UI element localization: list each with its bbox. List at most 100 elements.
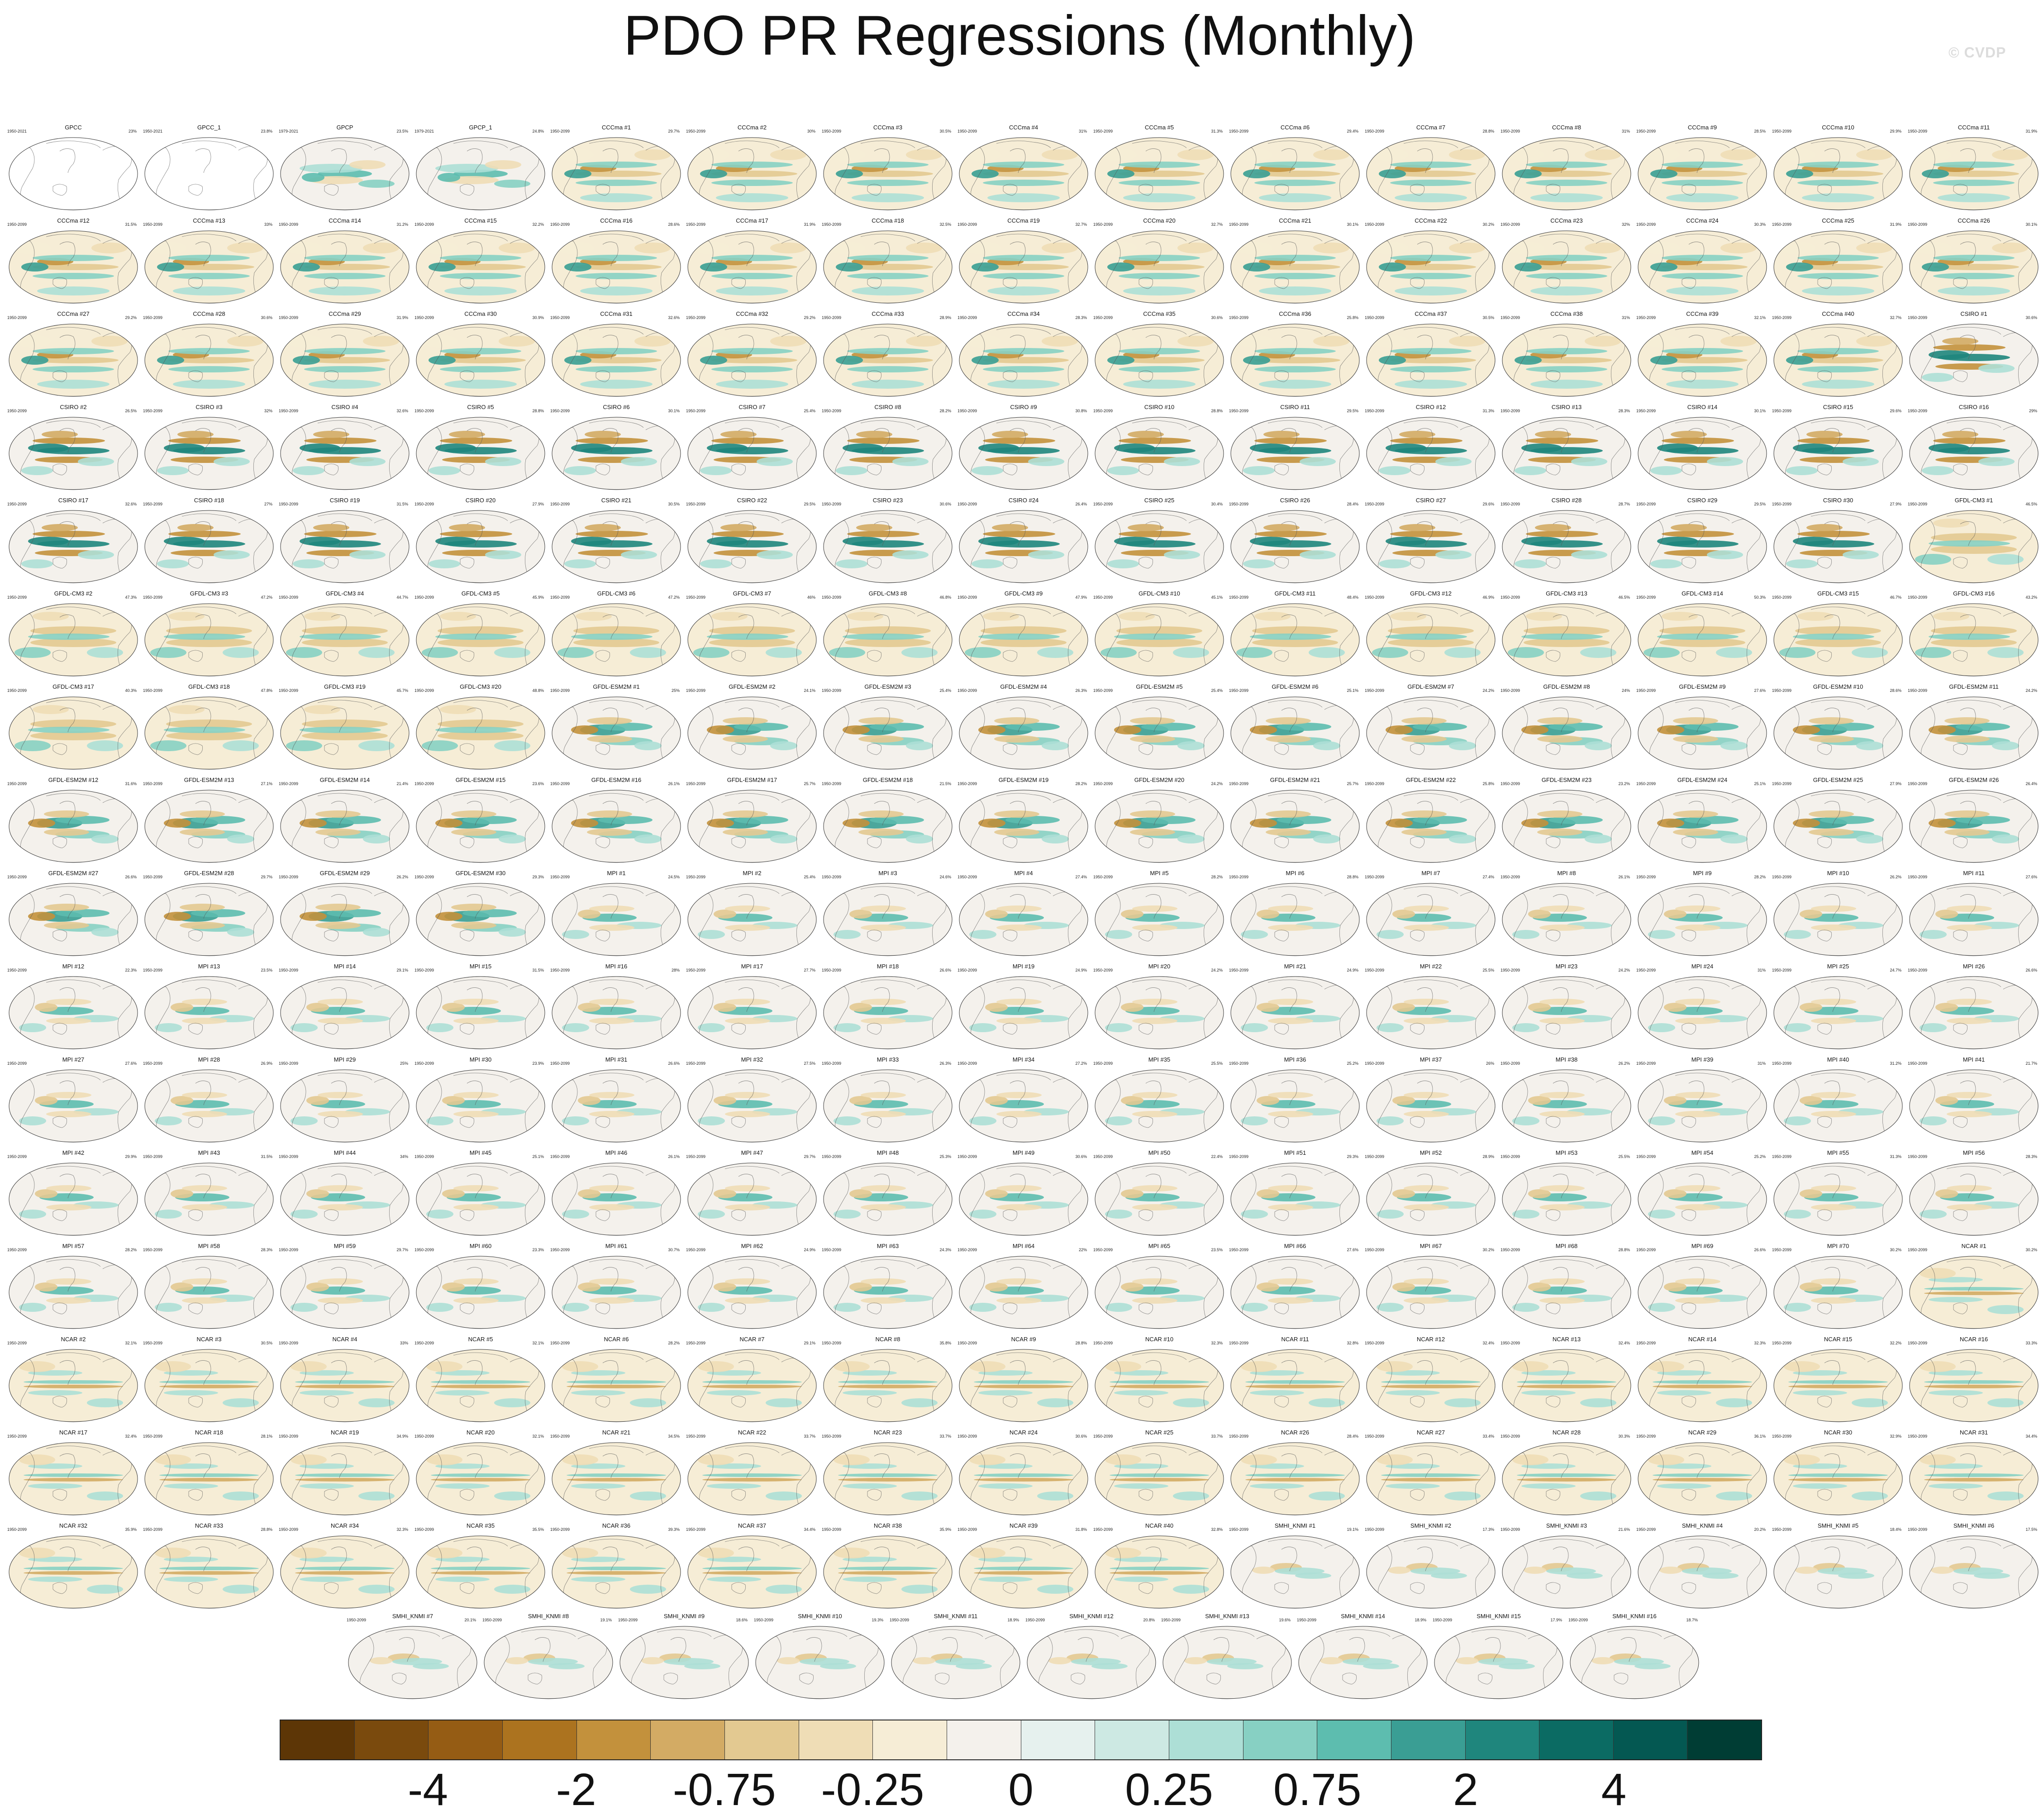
panel-variance-pct: 31.9% bbox=[1890, 222, 1901, 227]
map-panel: MPI #34 1950-2099 27.2% bbox=[956, 1055, 1091, 1150]
map-panel: CCCma #17 1950-2099 31.9% bbox=[684, 216, 820, 311]
map-panel: MPI #65 1950-2099 23.5% bbox=[1091, 1242, 1227, 1337]
panel-title: CCCma #35 bbox=[1143, 310, 1176, 317]
map-panel: SMHI_KNMI #10 1950-2099 19.3% bbox=[752, 1612, 888, 1707]
map-panel: NCAR #10 1950-2099 32.3% bbox=[1091, 1335, 1227, 1430]
panel-variance-pct: 32.9% bbox=[1890, 1434, 1901, 1439]
panel-title: GFDL-ESM2M #20 bbox=[1134, 777, 1185, 783]
regression-map bbox=[687, 603, 817, 677]
panel-variance-pct: 23.2% bbox=[1618, 781, 1630, 786]
regression-map bbox=[1095, 883, 1224, 956]
panel-variance-pct: 29.7% bbox=[804, 1154, 815, 1159]
panel-title: GFDL-CM3 #14 bbox=[1682, 590, 1723, 597]
panel-years: 1950-2099 bbox=[1908, 1248, 1928, 1252]
map-panel: CCCma #36 1950-2099 25.8% bbox=[1227, 310, 1363, 405]
map-panel: GFDL-CM3 #6 1950-2099 47.2% bbox=[548, 589, 684, 684]
regression-map bbox=[416, 790, 545, 863]
regression-map bbox=[1773, 1349, 1903, 1422]
regression-map bbox=[9, 1069, 138, 1143]
panel-years: 1950-2099 bbox=[482, 1618, 502, 1622]
regression-map bbox=[144, 1163, 274, 1236]
map-panel: GFDL-ESM2M #22 1950-2099 25.8% bbox=[1363, 776, 1499, 871]
panel-title: CSIRO #10 bbox=[1144, 404, 1175, 410]
panel-years: 1950-2099 bbox=[686, 1061, 706, 1066]
map-panel: MPI #4 1950-2099 27.4% bbox=[956, 869, 1091, 964]
regression-map bbox=[552, 696, 681, 770]
map-panel: MPI #42 1950-2099 29.9% bbox=[5, 1148, 141, 1244]
panel-variance-pct: 33% bbox=[264, 222, 272, 227]
panel-years: 1950-2099 bbox=[822, 1061, 842, 1066]
panel-title: NCAR #5 bbox=[468, 1336, 493, 1343]
panel-title: NCAR #40 bbox=[1145, 1522, 1174, 1529]
panel-years: 1950-2099 bbox=[7, 688, 27, 693]
regression-map bbox=[687, 324, 817, 397]
panel-years: 1950-2099 bbox=[1093, 595, 1113, 600]
panel-years: 1950-2099 bbox=[958, 595, 977, 600]
panel-title: MPI #13 bbox=[198, 963, 220, 970]
map-panel: GFDL-CM3 #1 1950-2099 46.5% bbox=[1906, 496, 2039, 591]
regression-map bbox=[1230, 230, 1360, 304]
regression-map bbox=[1230, 1256, 1360, 1329]
panel-years: 1950-2099 bbox=[1908, 1061, 1928, 1066]
map-panel: CSIRO #7 1950-2099 25.4% bbox=[684, 403, 820, 498]
panel-title: MPI #53 bbox=[1555, 1149, 1578, 1156]
panel-variance-pct: 32% bbox=[1621, 222, 1630, 227]
regression-map bbox=[1230, 510, 1360, 583]
regression-map bbox=[1230, 1069, 1360, 1143]
panel-title: NCAR #32 bbox=[59, 1522, 88, 1529]
panel-title: MPI #45 bbox=[469, 1149, 492, 1156]
map-panel: GFDL-ESM2M #1 1950-2099 25% bbox=[548, 682, 684, 777]
regression-map bbox=[687, 137, 817, 210]
panel-variance-pct: 29.5% bbox=[1754, 502, 1766, 506]
colorbar-tick-label: 0.75 bbox=[1273, 1764, 1362, 1815]
regression-map bbox=[9, 696, 138, 770]
regression-map bbox=[144, 1535, 274, 1609]
panel-variance-pct: 25.4% bbox=[1211, 688, 1223, 693]
map-panel: CSIRO #15 1950-2099 29.6% bbox=[1770, 403, 1906, 498]
map-panel: SMHI_KNMI #4 1950-2099 20.2% bbox=[1634, 1521, 1770, 1616]
panel-variance-pct: 29.2% bbox=[125, 315, 137, 320]
panel-years: 1950-2099 bbox=[414, 409, 434, 413]
panel-variance-pct: 25.1% bbox=[1347, 688, 1358, 693]
panel-years: 1950-2099 bbox=[7, 1154, 27, 1159]
regression-map bbox=[1095, 1256, 1224, 1329]
map-panel: NCAR #13 1950-2099 32.4% bbox=[1499, 1335, 1634, 1430]
map-panel: CSIRO #22 1950-2099 29.5% bbox=[684, 496, 820, 591]
panel-variance-pct: 29.7% bbox=[396, 1248, 408, 1252]
panel-variance-pct: 27.6% bbox=[1347, 1248, 1358, 1252]
panel-years: 1950-2099 bbox=[279, 315, 299, 320]
regression-map bbox=[280, 510, 410, 583]
panel-years: 1950-2099 bbox=[1365, 781, 1385, 786]
panel-title: MPI #37 bbox=[1420, 1056, 1442, 1063]
panel-title: CCCma #9 bbox=[1687, 124, 1717, 131]
panel-years: 1950-2099 bbox=[279, 875, 299, 879]
panel-years: 1950-2099 bbox=[1908, 595, 1928, 600]
regression-map bbox=[416, 510, 545, 583]
panel-title: CSIRO #17 bbox=[58, 497, 89, 504]
panel-years: 1950-2099 bbox=[1636, 315, 1656, 320]
map-panel: MPI #22 1950-2099 25.5% bbox=[1363, 962, 1499, 1057]
regression-map bbox=[1366, 883, 1496, 956]
regression-map bbox=[823, 1256, 953, 1329]
regression-map bbox=[1909, 603, 2039, 677]
regression-map bbox=[280, 883, 410, 956]
map-panel: CCCma #33 1950-2099 28.9% bbox=[820, 310, 956, 405]
panel-variance-pct: 29.3% bbox=[1347, 1154, 1358, 1159]
panel-years: 1950-2099 bbox=[1501, 1061, 1520, 1066]
regression-map bbox=[1230, 883, 1360, 956]
panel-title: NCAR #37 bbox=[738, 1522, 767, 1529]
regression-map bbox=[280, 1163, 410, 1236]
colorbar-box bbox=[1095, 1720, 1169, 1759]
regression-map bbox=[1366, 1069, 1496, 1143]
panel-title: MPI #2 bbox=[743, 870, 762, 877]
map-panel: MPI #3 1950-2099 24.6% bbox=[820, 869, 956, 964]
panel-variance-pct: 30.1% bbox=[668, 409, 680, 413]
panel-variance-pct: 33.7% bbox=[939, 1434, 951, 1439]
panel-variance-pct: 28.8% bbox=[532, 409, 544, 413]
regression-map bbox=[1366, 417, 1496, 490]
regression-map bbox=[959, 883, 1088, 956]
panel-variance-pct: 31.3% bbox=[1211, 129, 1223, 133]
panel-variance-pct: 29.9% bbox=[125, 1154, 137, 1159]
panel-variance-pct: 28.8% bbox=[261, 1527, 272, 1532]
panel-title: MPI #49 bbox=[1012, 1149, 1035, 1156]
